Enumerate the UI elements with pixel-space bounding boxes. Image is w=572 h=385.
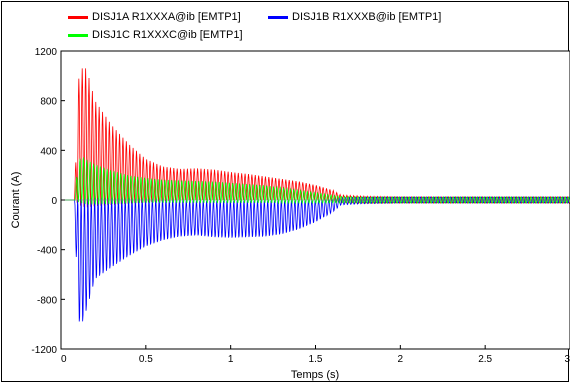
x-tick-label: 0 bbox=[61, 354, 67, 365]
x-tick-label: 2.5 bbox=[478, 354, 492, 365]
x-tick-label: 1.5 bbox=[309, 354, 323, 365]
legend: DISJ1A R1XXXA@ib [EMTP1] DISJ1B R1XXXB@i… bbox=[2, 2, 570, 47]
y-axis-label: Courant (A) bbox=[10, 172, 22, 229]
legend-swatch-series-a bbox=[68, 15, 88, 19]
legend-item-series-c: DISJ1C R1XXXC@ib [EMTP1] bbox=[68, 29, 243, 41]
x-tick-label: 1 bbox=[228, 354, 234, 365]
legend-label-series-b: DISJ1B R1XXXB@ib [EMTP1] bbox=[292, 11, 442, 23]
y-tick-label: 800 bbox=[40, 97, 57, 108]
y-tick-label: 0 bbox=[51, 196, 57, 207]
legend-item-series-a: DISJ1A R1XXXA@ib [EMTP1] bbox=[68, 11, 241, 23]
legend-label-series-c: DISJ1C R1XXXC@ib [EMTP1] bbox=[92, 29, 243, 41]
y-tick-label: -1200 bbox=[31, 345, 57, 356]
series-line-c bbox=[61, 157, 570, 205]
y-tick-label: 400 bbox=[40, 146, 57, 157]
legend-label-series-a: DISJ1A R1XXXA@ib [EMTP1] bbox=[92, 11, 241, 23]
legend-item-series-b: DISJ1B R1XXXB@ib [EMTP1] bbox=[268, 11, 441, 23]
y-tick-label: -400 bbox=[37, 246, 57, 257]
x-tick-label: 3 bbox=[564, 354, 570, 365]
x-tick-label: 0.5 bbox=[139, 354, 153, 365]
x-tick-label: 2 bbox=[398, 354, 404, 365]
legend-swatch-series-b bbox=[268, 15, 288, 19]
legend-swatch-series-c bbox=[68, 33, 88, 37]
y-tick-label: -800 bbox=[37, 295, 57, 306]
y-tick-label: 1200 bbox=[35, 47, 58, 58]
x-axis-label: Temps (s) bbox=[291, 369, 339, 381]
